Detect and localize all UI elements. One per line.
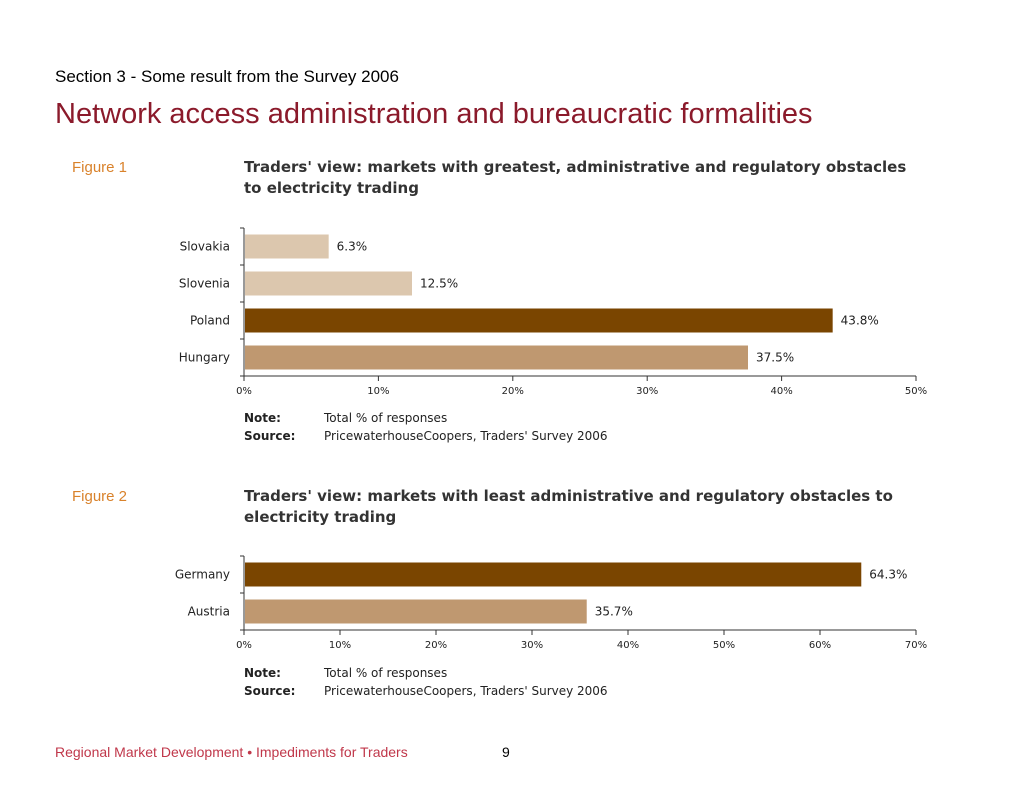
x-tick-label: 10% [329,640,351,650]
value-label: 43.8% [841,314,879,328]
x-tick-label: 20% [425,640,447,650]
figure-1-label: Figure 1 [72,159,128,176]
category-label: Slovenia [179,277,230,291]
figure-1-source-row: Source: PricewaterhouseCoopers, Traders' … [244,427,608,445]
value-label: 35.7% [595,605,633,619]
figure-1-note-row: Note: Total % of responses [244,409,608,427]
source-value: PricewaterhouseCoopers, Traders' Survey … [324,684,608,698]
category-label: Hungary [179,351,230,365]
bar [245,599,587,624]
x-tick-label: 30% [521,640,543,650]
bar [245,345,748,370]
figure-1-chart: 0% 10% 20% 30% 40% 50% Slovakia 6.3% Slovenia 12.… [179,227,927,397]
value-label: 12.5% [420,277,458,291]
figure-1-notes: Note: Total % of responses Source: Pricewa… [244,409,608,445]
value-label: 64.3% [869,568,907,582]
note-value: Total % of responses [324,411,448,425]
x-tick-label: 30% [636,386,658,397]
bar [245,234,329,259]
category-label: Austria [188,605,230,619]
figure-2-label: Figure 2 [72,488,128,505]
figure-2-source-row: Source: PricewaterhouseCoopers, Traders' … [244,682,608,700]
x-tick-label: 20% [502,386,524,397]
x-tick-label: 40% [770,386,792,397]
page-number: 9 [502,744,510,760]
x-tick-label: 50% [713,640,735,650]
source-key: Source: [244,684,296,698]
category-label: Poland [190,314,230,328]
x-tick-label: 70% [905,640,927,650]
category-label: Germany [175,568,230,582]
section-heading: Section 3 - Some result from the Survey … [55,67,399,86]
category-label: Slovakia [180,240,230,254]
x-tick-label: 10% [367,386,389,397]
x-tick-label: 0% [236,640,252,650]
x-tick-label: 50% [905,386,927,397]
figure-2-note-row: Note: Total % of responses [244,664,608,682]
bar [245,308,833,333]
source-value: PricewaterhouseCoopers, Traders' Survey … [324,429,608,443]
note-key: Note: [244,411,281,425]
value-label: 37.5% [756,351,794,365]
figure-2-chart: 0% 10% 20% 30% 40% 50% 60% 70% Germany 64.3% Austr… [175,555,927,650]
page-title: Network access administration and bureau… [55,98,813,130]
note-key: Note: [244,666,281,680]
bar [245,271,412,296]
source-key: Source: [244,429,296,443]
figure-2-title: Traders' view: markets with least admini… [244,487,893,526]
value-label: 6.3% [337,240,368,254]
bar [245,562,862,587]
figure-2-notes: Note: Total % of responses Source: Pricewa… [244,664,608,700]
footer-text: Regional Market Development • Impediment… [55,744,408,760]
figure-1-title: Traders' view: markets with greatest, ad… [244,158,907,197]
x-tick-label: 40% [617,640,639,650]
note-value: Total % of responses [324,666,448,680]
x-tick-label: 0% [236,386,252,397]
x-tick-label: 60% [809,640,831,650]
